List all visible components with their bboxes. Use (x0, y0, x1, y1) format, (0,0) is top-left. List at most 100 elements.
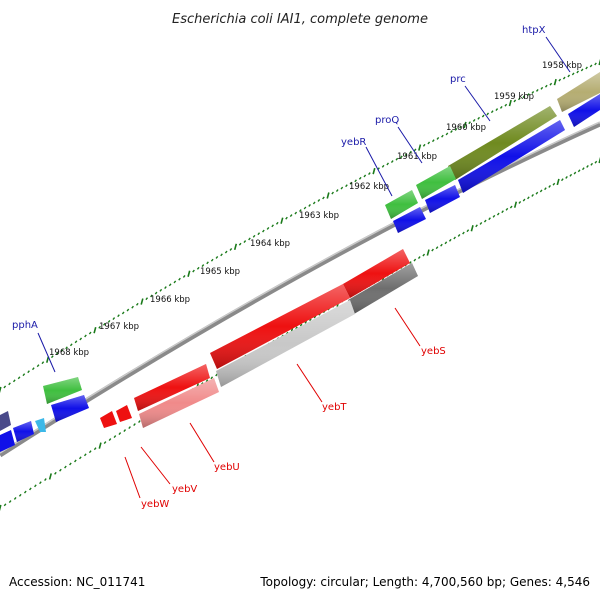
inner-tick (470, 225, 474, 232)
gene-yebR-arrow[interactable] (385, 190, 418, 219)
gene-label-yebS[interactable]: yebS (421, 346, 446, 357)
outer-tick (499, 105, 503, 109)
gene-leader-lines (37, 36, 571, 499)
kbp-label-1967: 1967 kbp (99, 322, 139, 332)
outer-tick (468, 121, 471, 125)
cds-blue-feature[interactable] (393, 207, 426, 233)
outer-tick (326, 192, 330, 199)
outer-tick (517, 97, 521, 101)
outer-tick (3, 385, 7, 389)
outer-tick (585, 66, 588, 70)
outer-tick (472, 119, 476, 122)
outer-tick (131, 305, 134, 309)
outer-tick-row (0, 58, 600, 394)
cds-blue-feature[interactable] (425, 185, 460, 213)
outer-tick (594, 62, 597, 66)
outer-tick (390, 160, 394, 164)
outer-tick (84, 334, 87, 338)
outer-tick (580, 68, 584, 72)
outer-tick (150, 294, 153, 298)
inner-tick (23, 490, 27, 494)
cds-blue-feature[interactable] (51, 395, 89, 422)
outer-tick (252, 234, 256, 238)
gene-proQ-arrow[interactable] (416, 166, 456, 199)
inner-tick (479, 222, 483, 225)
cds-blue-feature[interactable] (0, 430, 15, 452)
leader-htpX (545, 36, 571, 73)
outer-tick (182, 275, 186, 278)
outer-tick (368, 172, 371, 175)
inner-tick (88, 450, 92, 454)
inner-tick (448, 238, 452, 242)
gene-label-yebR[interactable]: yebR (341, 137, 366, 148)
inner-tick (590, 162, 594, 166)
outer-tick (535, 88, 539, 92)
outer-tick (436, 136, 440, 140)
cds-blue-feature[interactable] (13, 421, 34, 442)
kbp-label-1961: 1961 kbp (397, 152, 437, 162)
gene-yebV-arrow[interactable] (116, 405, 132, 422)
outer-tick (299, 209, 302, 212)
gene-yebW-arrow[interactable] (100, 411, 117, 428)
outer-tick (540, 86, 544, 90)
cds-blue-feature[interactable] (458, 120, 565, 193)
outer-tick (112, 317, 116, 321)
outer-tick (69, 343, 73, 347)
outer-tick (178, 277, 181, 281)
outer-tick (549, 82, 553, 86)
inner-tick (598, 156, 600, 164)
outer-tick (285, 216, 288, 220)
outer-tick (126, 308, 130, 312)
outer-tick (400, 155, 403, 159)
leader-yebW (124, 456, 141, 499)
inner-tick (501, 210, 504, 214)
outer-tick (41, 361, 45, 365)
gene-label-proQ[interactable]: proQ (375, 115, 399, 126)
cds-pink-feature[interactable] (139, 378, 219, 428)
gene-label-pphA[interactable]: pphA (12, 320, 38, 331)
gene-yebT-arrow[interactable] (210, 284, 350, 369)
cds-navy-feature[interactable] (0, 411, 11, 431)
outer-tick (526, 93, 530, 97)
inner-tick (13, 496, 17, 500)
outer-tick (229, 248, 233, 251)
outer-tick (60, 349, 64, 353)
outer-tick (22, 373, 26, 377)
outer-tick (395, 157, 399, 161)
inner-tick (48, 473, 52, 480)
outer-tick (74, 340, 78, 344)
outer-tick (427, 141, 431, 145)
inner-tick (299, 323, 303, 327)
gene-yebS-arrow[interactable] (343, 249, 410, 298)
inner-tick (28, 487, 32, 491)
cds-grey-light-feature[interactable] (216, 300, 355, 387)
kbp-label-1959: 1959 kbp (494, 92, 534, 102)
inner-tick (18, 493, 22, 497)
gene-pphA-arrow[interactable] (43, 377, 82, 404)
inner-tick (0, 504, 2, 512)
inner-tick (409, 261, 412, 264)
cds-cyan-feature[interactable] (35, 418, 46, 432)
gene-prc-arrow[interactable] (448, 106, 557, 180)
blue-cds-features (0, 94, 600, 452)
gene-label-yebT[interactable]: yebT (322, 402, 347, 413)
inner-tick (581, 167, 585, 171)
gene-label-prc[interactable]: prc (450, 74, 466, 85)
outer-tick (289, 214, 293, 218)
outer-tick (103, 322, 106, 326)
gene-label-yebU[interactable]: yebU (214, 462, 240, 473)
cds-grey-dark-feature[interactable] (348, 263, 418, 314)
gene-yebU-arrow[interactable] (134, 364, 210, 411)
inner-tick (483, 219, 487, 223)
outer-tick (27, 370, 30, 374)
outer-tick (445, 132, 449, 136)
gene-label-htpX[interactable]: htpX (522, 25, 546, 36)
leader-prc (464, 85, 491, 122)
gene-label-yebW[interactable]: yebW (141, 499, 169, 510)
outer-tick (192, 269, 195, 273)
outer-tick (576, 70, 580, 74)
gene-htpX-arrow[interactable] (557, 72, 600, 112)
cds-blue-feature[interactable] (568, 94, 600, 127)
outer-tick (459, 125, 462, 129)
gene-label-yebV[interactable]: yebV (172, 484, 197, 495)
